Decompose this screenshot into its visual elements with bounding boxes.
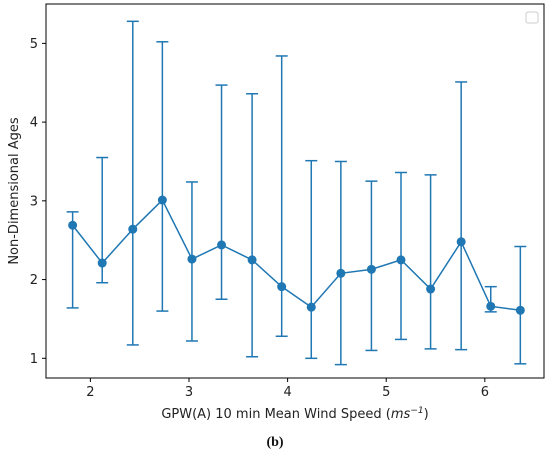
data-point (68, 220, 78, 230)
data-point (97, 258, 107, 268)
x-tick-label: 5 (382, 385, 390, 400)
y-axis-ticks: 1 2 3 4 5 (30, 37, 46, 367)
x-tick-label: 6 (481, 385, 489, 400)
x-axis-label: GPW(A) 10 min Mean Wind Speed (ms−1) (161, 406, 428, 422)
x-axis-ticks: 2 3 4 5 6 (86, 378, 489, 400)
data-point (486, 301, 496, 311)
data-point (247, 255, 257, 265)
series-line (72, 198, 521, 312)
data-point (336, 268, 346, 278)
x-tick-label: 3 (185, 385, 193, 400)
chart-marks (66, 20, 527, 366)
data-point (157, 195, 167, 205)
data-point (217, 240, 227, 250)
data-point (187, 254, 197, 264)
x-tick-label: 2 (86, 385, 94, 400)
y-tick-label: 1 (30, 352, 38, 367)
data-point (456, 237, 466, 247)
y-tick-label: 2 (30, 273, 38, 288)
y-tick-label: 4 (30, 116, 38, 131)
data-point (396, 255, 406, 265)
data-point (515, 305, 525, 315)
data-point (426, 284, 436, 294)
data-point (277, 282, 287, 292)
data-point (128, 224, 138, 234)
y-tick-label: 5 (30, 37, 38, 52)
legend-box (525, 11, 539, 24)
figure-caption: (b) (266, 435, 283, 450)
y-axis-label: Non-Dimensional Ages (7, 117, 22, 265)
data-point (306, 302, 316, 312)
y-tick-label: 3 (30, 194, 38, 209)
data-point (366, 264, 376, 274)
plot-frame (45, 3, 545, 379)
x-tick-label: 4 (283, 385, 291, 400)
